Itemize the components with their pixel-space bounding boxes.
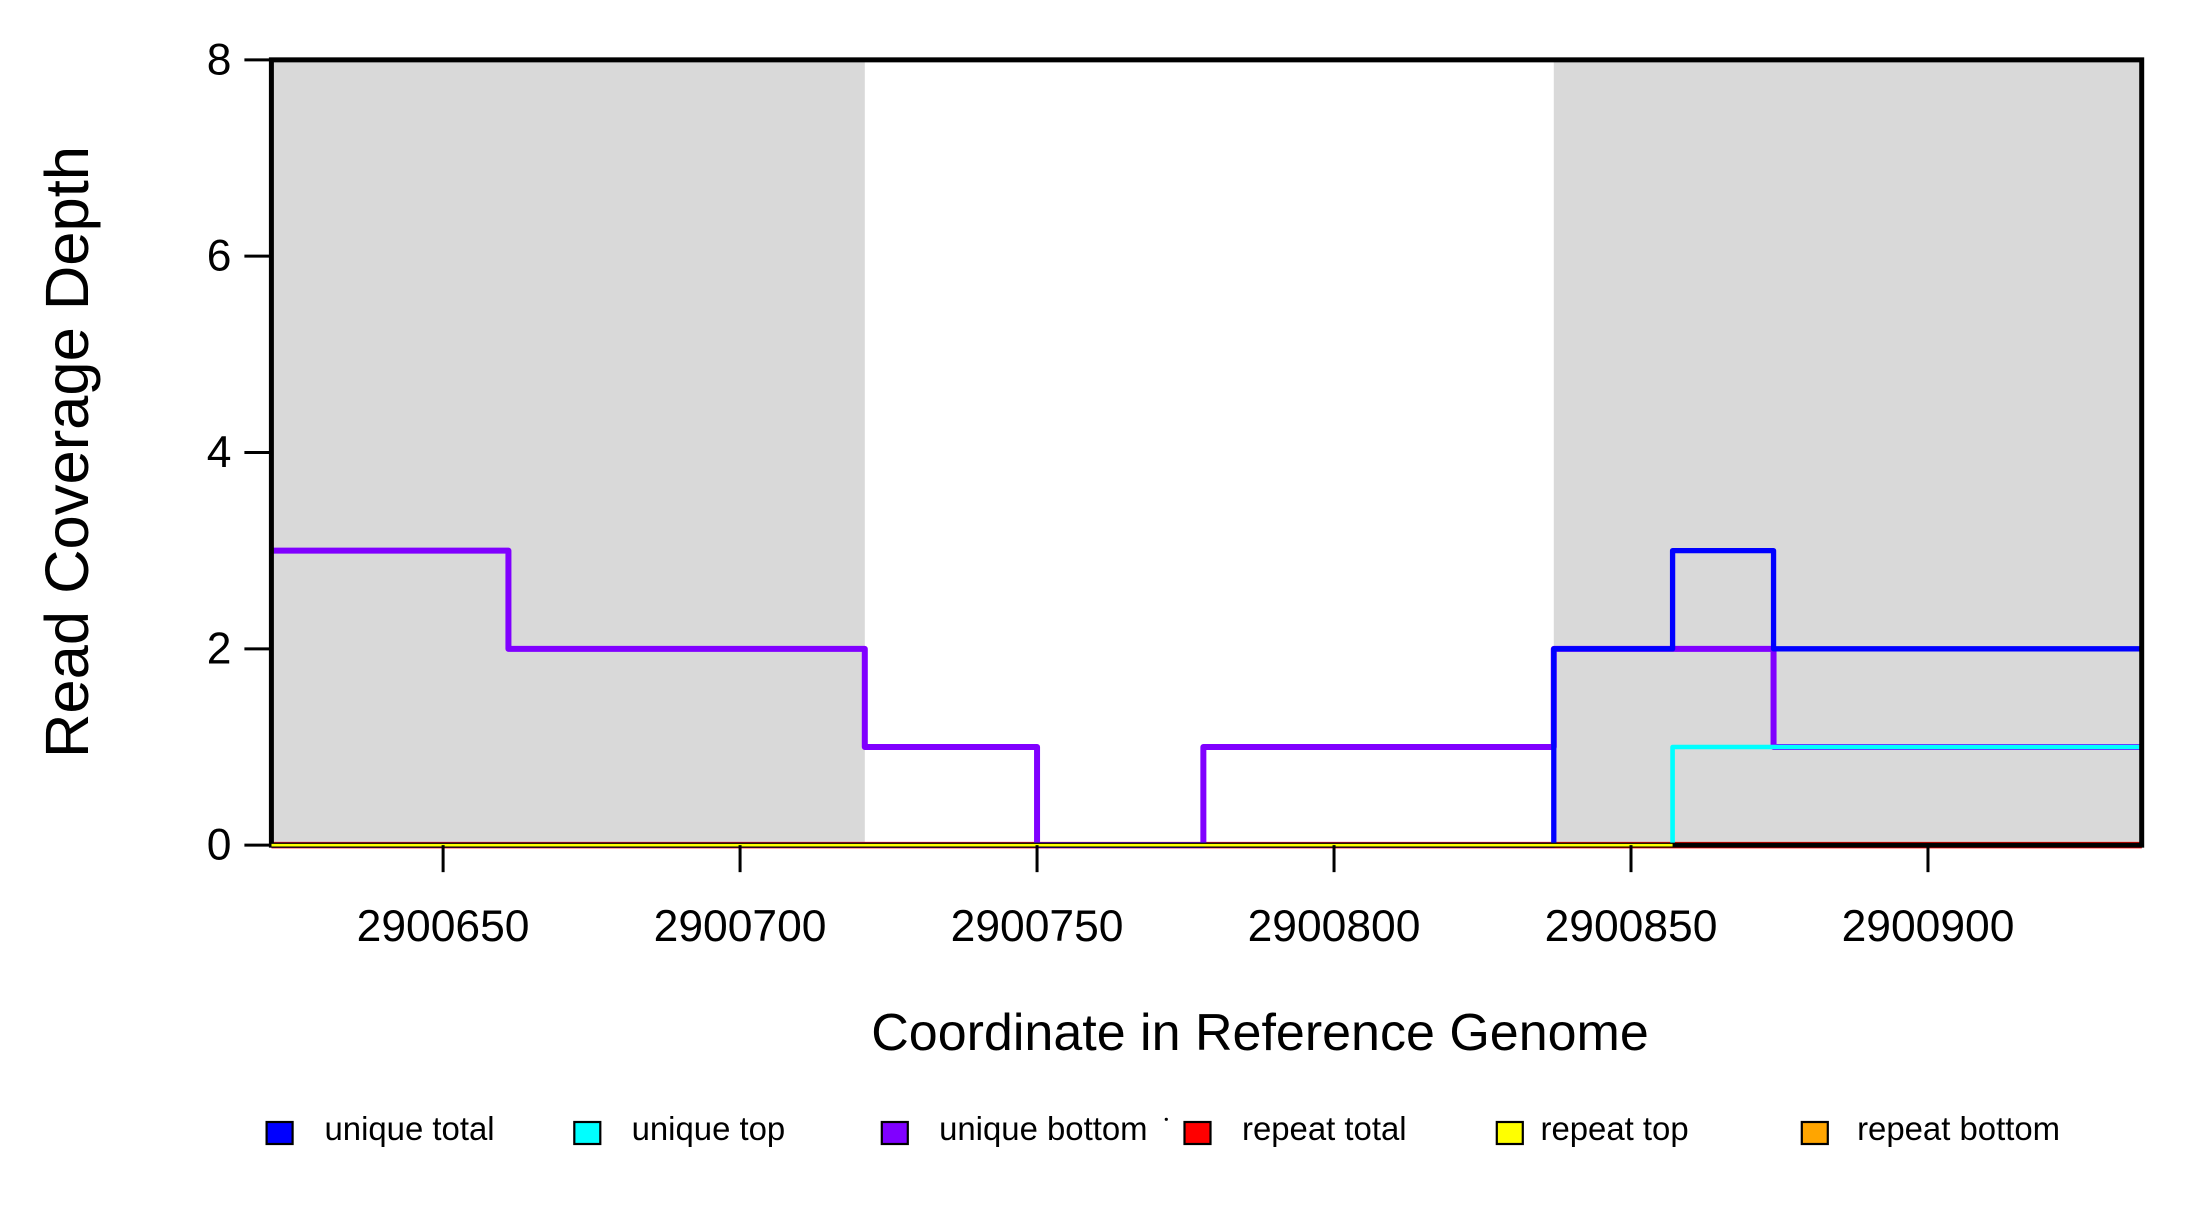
svg-text:2900900: 2900900 xyxy=(1842,902,2015,951)
svg-text:repeat top: repeat top xyxy=(1541,1110,1689,1147)
svg-text:Read Coverage Depth: Read Coverage Depth xyxy=(33,146,102,758)
svg-text:2: 2 xyxy=(207,624,232,673)
svg-text:4: 4 xyxy=(207,428,232,477)
svg-text:repeat total: repeat total xyxy=(1242,1110,1407,1147)
svg-text:2900650: 2900650 xyxy=(357,902,530,951)
svg-text:unique bottom: unique bottom xyxy=(939,1110,1147,1147)
svg-text:2900750: 2900750 xyxy=(951,902,1124,951)
svg-text:2900700: 2900700 xyxy=(654,902,827,951)
svg-text:8: 8 xyxy=(207,35,232,84)
svg-text:Coordinate in Reference Genome: Coordinate in Reference Genome xyxy=(871,1004,1649,1062)
svg-text:0: 0 xyxy=(207,821,232,870)
svg-text:2900800: 2900800 xyxy=(1248,902,1421,951)
svg-text:2900850: 2900850 xyxy=(1545,902,1718,951)
svg-text:unique top: unique top xyxy=(632,1110,786,1147)
svg-text:unique total: unique total xyxy=(325,1110,495,1147)
svg-text:repeat bottom: repeat bottom xyxy=(1857,1110,2060,1147)
svg-text:6: 6 xyxy=(207,232,232,281)
